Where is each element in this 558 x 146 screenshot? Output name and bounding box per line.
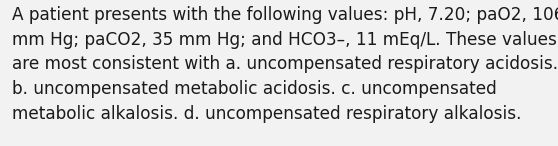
- Text: A patient presents with the following values: pH, 7.20; paO2, 106
mm Hg; paCO2, : A patient presents with the following va…: [12, 6, 558, 123]
